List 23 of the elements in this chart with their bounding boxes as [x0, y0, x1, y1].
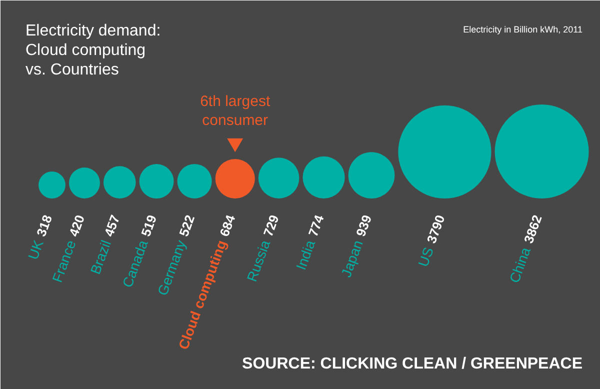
data-label: 519 — [138, 212, 160, 238]
category-label: Brazil — [86, 238, 114, 276]
data-label: 457 — [101, 212, 123, 238]
data-label: 729 — [260, 212, 282, 238]
category-label: India — [292, 238, 318, 272]
data-label: 3790 — [424, 212, 448, 246]
data-label: 522 — [176, 212, 198, 238]
data-label: 420 — [66, 212, 88, 238]
data-label: 684 — [216, 212, 238, 238]
category-label: China — [506, 244, 534, 285]
source-note: SOURCE: CLICKING CLEAN / GREENPEACE — [242, 356, 583, 372]
category-label: France — [48, 238, 79, 284]
data-label: 3862 — [520, 212, 545, 246]
data-label: 939 — [353, 212, 375, 238]
category-label: Russia — [243, 238, 274, 284]
category-label: US — [414, 245, 436, 269]
text: Electricity in Billion kWh, 2011 — [463, 24, 583, 34]
data-label: 318 — [34, 212, 56, 238]
data-label: 774 — [305, 212, 328, 238]
text: Electricity demand: Cloud computing vs. Countries — [26, 22, 161, 79]
category-label: Japan — [338, 238, 366, 280]
category-label: UK — [24, 237, 47, 262]
text: 6th largest consumer — [200, 93, 270, 129]
